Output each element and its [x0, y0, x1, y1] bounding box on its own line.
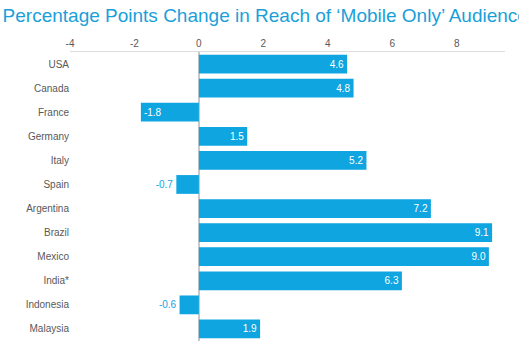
svg-text:9.0: 9.0	[472, 251, 486, 262]
svg-text:-2: -2	[130, 38, 139, 49]
svg-text:France: France	[38, 107, 70, 118]
svg-text:India*: India*	[43, 275, 69, 286]
svg-text:Spain: Spain	[43, 179, 69, 190]
svg-text:-4: -4	[66, 38, 75, 49]
svg-text:6.3: 6.3	[385, 275, 399, 286]
svg-text:4.8: 4.8	[336, 83, 350, 94]
svg-text:Germany: Germany	[28, 131, 69, 142]
svg-text:8: 8	[454, 38, 460, 49]
svg-text:0: 0	[196, 38, 202, 49]
svg-text:4.6: 4.6	[330, 59, 344, 70]
svg-text:Italy: Italy	[51, 155, 69, 166]
svg-text:7.2: 7.2	[414, 203, 428, 214]
svg-text:-0.6: -0.6	[159, 299, 177, 310]
svg-text:-1.8: -1.8	[144, 107, 162, 118]
svg-text:Malaysia: Malaysia	[30, 323, 70, 334]
svg-text:4: 4	[325, 38, 331, 49]
svg-text:Argentina: Argentina	[26, 203, 69, 214]
svg-text:1.5: 1.5	[230, 131, 244, 142]
svg-text:1.9: 1.9	[243, 323, 257, 334]
svg-text:Mexico: Mexico	[37, 251, 69, 262]
svg-text:5.2: 5.2	[349, 155, 363, 166]
svg-text:6: 6	[389, 38, 395, 49]
svg-text:Canada: Canada	[34, 83, 69, 94]
svg-text:Indonesia: Indonesia	[26, 299, 70, 310]
svg-text:2: 2	[261, 38, 267, 49]
svg-text:9.1: 9.1	[475, 227, 489, 238]
svg-text:Percentage Points Change in Re: Percentage Points Change in Reach of ‘Mo…	[3, 5, 519, 26]
svg-text:USA: USA	[48, 59, 69, 70]
svg-text:-0.7: -0.7	[156, 179, 174, 190]
svg-text:Brazil: Brazil	[44, 227, 69, 238]
